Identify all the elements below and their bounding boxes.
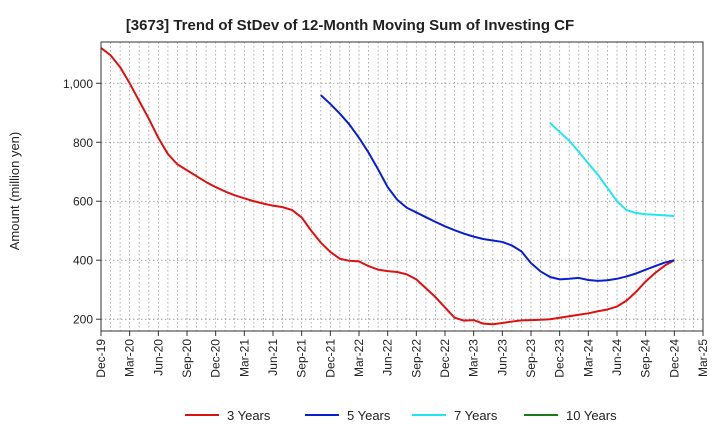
legend-label: 5 Years xyxy=(347,408,391,423)
plot-frame xyxy=(100,41,704,332)
series-line-7-years xyxy=(549,122,675,217)
x-tick-label: Mar-24 xyxy=(581,339,595,377)
legend: 3 Years 5 Years 7 Years 10 Years xyxy=(185,408,617,423)
x-tick-label: Jun-22 xyxy=(381,339,395,376)
legend-label: 3 Years xyxy=(227,408,271,423)
y-tick-label: 400 xyxy=(73,254,93,268)
legend-label: 10 Years xyxy=(566,408,617,423)
x-tick-label: Dec-21 xyxy=(323,339,337,378)
x-tick-label: Jun-23 xyxy=(495,339,509,376)
x-tick-label: Sep-22 xyxy=(409,339,423,378)
x-tick-label: Dec-24 xyxy=(667,339,681,378)
x-tick-label: Mar-21 xyxy=(237,339,251,377)
x-tick-label: Jun-24 xyxy=(610,339,624,376)
x-tick-label: Dec-22 xyxy=(438,339,452,378)
x-tick-label: Sep-23 xyxy=(524,339,538,378)
y-tick-label: 600 xyxy=(73,195,93,209)
x-tick-label: Sep-24 xyxy=(639,339,653,378)
grid xyxy=(101,42,703,331)
y-tick-label: 200 xyxy=(73,313,93,327)
chart-title: [3673] Trend of StDev of 12-Month Moving… xyxy=(126,17,574,34)
y-ticks: 200 400 600 800 1,000 xyxy=(63,77,101,327)
x-tick-label: Jun-20 xyxy=(151,339,165,376)
y-tick-label: 800 xyxy=(73,136,93,150)
x-tick-label: Mar-25 xyxy=(696,339,710,377)
series-line-3-years xyxy=(100,47,675,326)
series-line-5-years xyxy=(320,94,675,282)
x-tick-label: Dec-19 xyxy=(94,339,108,378)
legend-label: 7 Years xyxy=(454,408,498,423)
x-tick-label: Sep-20 xyxy=(180,339,194,378)
y-tick-label: 1,000 xyxy=(63,77,93,91)
x-tick-label: Dec-23 xyxy=(553,339,567,378)
x-ticks: Dec-19 Mar-20 Jun-20 Sep-20 Dec-20 Mar-21 Jun-… xyxy=(94,331,710,378)
x-tick-label: Mar-20 xyxy=(123,339,137,377)
series-lines xyxy=(100,47,675,326)
y-axis-label: Amount (million yen) xyxy=(7,132,22,251)
x-tick-label: Mar-23 xyxy=(467,339,481,377)
x-tick-label: Sep-21 xyxy=(295,339,309,378)
x-tick-label: Jun-21 xyxy=(266,339,280,376)
x-tick-label: Mar-22 xyxy=(352,339,366,377)
x-tick-label: Dec-20 xyxy=(209,339,223,378)
